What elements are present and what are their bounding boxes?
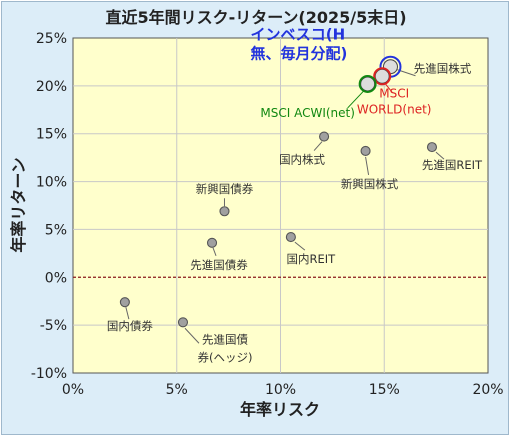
point-label: 新興国株式 xyxy=(341,177,399,191)
leader-line xyxy=(212,247,217,257)
y-tick-label: 20% xyxy=(36,79,67,95)
point-marker xyxy=(177,317,189,328)
grid-lines xyxy=(73,38,488,373)
y-tick-label: 0% xyxy=(45,270,67,286)
point-label: 券(ヘッジ) xyxy=(197,350,252,364)
point-label: 先進国株式 xyxy=(414,62,472,76)
point-marker xyxy=(360,76,376,92)
point-label: 国内債券 xyxy=(107,319,153,333)
leader-line xyxy=(294,241,306,251)
y-tick-label: 10% xyxy=(36,175,67,191)
x-tick-label: 0% xyxy=(62,382,84,398)
point-label: 先進国REIT xyxy=(422,158,483,172)
y-tick-label: -10% xyxy=(31,366,67,382)
y-tick-label: 15% xyxy=(36,127,67,143)
leader-line xyxy=(435,151,445,160)
point-marker xyxy=(360,145,371,156)
leader-line xyxy=(347,89,366,109)
point-label: 先進国債 xyxy=(202,332,248,346)
x-tick-label: 15% xyxy=(369,382,400,398)
highlight-ring xyxy=(358,74,377,93)
y-tick-label: 5% xyxy=(45,222,67,238)
x-axis-title: 年率リスク xyxy=(240,400,320,419)
leader-line xyxy=(365,156,370,176)
data-points xyxy=(119,55,438,328)
point-label: 新興国債券 xyxy=(196,182,254,196)
point-label: 国内REIT xyxy=(287,252,337,266)
leader-line xyxy=(184,327,200,344)
highlight-ring xyxy=(373,67,392,86)
point-label: 国内株式 xyxy=(279,153,325,167)
x-axis-ticks: 0% 5% 10% 15% 20% xyxy=(62,382,504,398)
point-label: WORLD(net) xyxy=(357,102,432,116)
x-tick-label: 20% xyxy=(472,382,503,398)
x-tick-label: 5% xyxy=(166,382,188,398)
point-label: インベスコ(H xyxy=(250,26,345,44)
point-label: MSCI xyxy=(379,86,409,100)
point-marker xyxy=(374,68,390,84)
y-tick-label: 25% xyxy=(36,31,67,47)
point-labels: インベスコ(H無、毎月分配) MSCI WORLD(net)MSCI ACWI(ne… xyxy=(107,26,483,365)
leader-line xyxy=(313,141,323,151)
x-tick-label: 10% xyxy=(265,382,296,398)
point-marker xyxy=(119,297,130,308)
point-marker xyxy=(319,131,330,142)
leader-line xyxy=(125,307,130,320)
point-marker xyxy=(285,232,296,243)
point-marker xyxy=(426,142,438,153)
chart-title: 直近5年間リスク-リターン(2025/5末日) xyxy=(105,8,406,27)
point-label: 無、毎月分配) xyxy=(250,45,347,63)
point-label: MSCI ACWI(net) xyxy=(260,106,355,120)
y-axis-ticks: 25% 20% 15% 10% 5% 0% -5% -10% xyxy=(31,31,67,382)
point-marker xyxy=(219,206,230,217)
y-tick-label: -5% xyxy=(40,318,67,334)
point-label: 先進国債券 xyxy=(190,258,248,272)
point-marker xyxy=(206,237,218,248)
y-axis-title: 年率リターン xyxy=(9,157,28,252)
